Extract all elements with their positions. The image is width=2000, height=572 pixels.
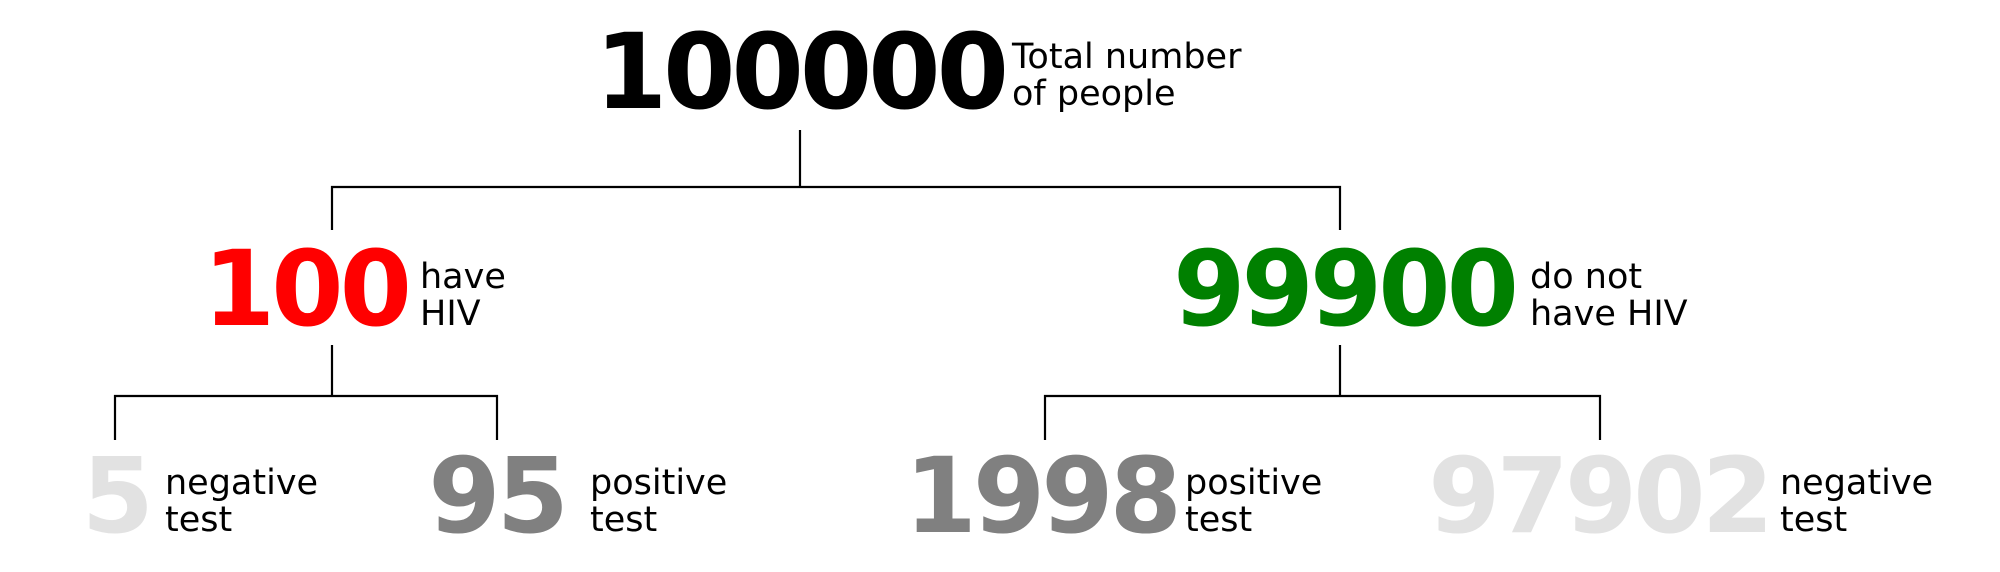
no-hiv-count: 99900 (1173, 228, 1515, 350)
hiv-negative-count: 5 (82, 435, 150, 557)
no-hiv-negative-count: 97902 (1428, 435, 1770, 557)
hiv-positive-label-line2: test (590, 500, 657, 540)
hiv-positive-label-line1: positive (590, 463, 727, 503)
have-hiv-label-line2: HIV (420, 294, 481, 334)
hiv-negative-label-line1: negative (165, 463, 318, 503)
no-hiv-label-line1: do not (1530, 257, 1642, 297)
no-hiv-negative-label-line1: negative (1780, 463, 1933, 503)
hiv-negative-label-line2: test (165, 500, 232, 540)
no-hiv-positive-label-line2: test (1185, 500, 1252, 540)
connector-no-hiv (1043, 345, 1602, 440)
no-hiv-label-line2: have HIV (1530, 294, 1688, 334)
total-count: 100000 (595, 11, 1005, 133)
hiv-positive-count: 95 (428, 435, 565, 557)
no-hiv-positive-count: 1998 (905, 435, 1178, 557)
have-hiv-count: 100 (203, 228, 408, 350)
connector-have-hiv (113, 345, 499, 440)
no-hiv-positive-label-line1: positive (1185, 463, 1322, 503)
connector-root (330, 130, 1342, 230)
total-label-line2: of people (1012, 74, 1176, 114)
total-label-line1: Total number (1011, 37, 1242, 77)
have-hiv-label-line1: have (420, 257, 506, 297)
no-hiv-negative-label-line2: test (1780, 500, 1847, 540)
